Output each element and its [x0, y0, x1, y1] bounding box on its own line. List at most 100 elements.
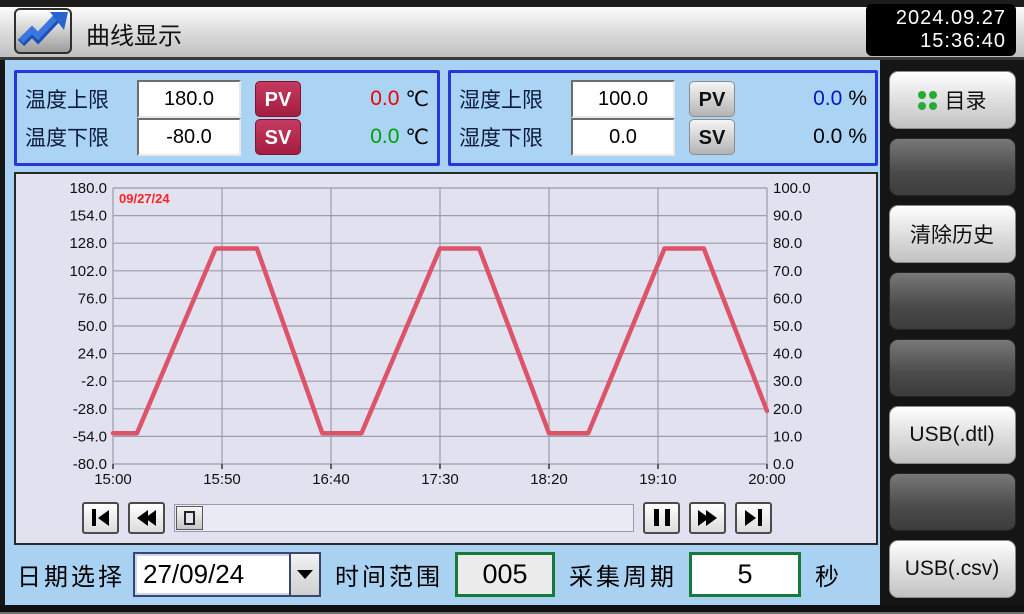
temp-upper-input[interactable]: 180.0: [137, 80, 241, 118]
title-bar: 曲线显示 2024.09.27 15:36:40: [0, 0, 1024, 60]
usb-csv-button[interactable]: USB(.csv): [888, 540, 1016, 598]
hum-sv-unit: %: [848, 125, 867, 148]
usb-csv-label: USB(.csv): [904, 557, 1000, 580]
hum-upper-input[interactable]: 100.0: [571, 80, 675, 118]
hum-sv-value: 0.0: [813, 125, 843, 148]
hum-pv-badge: PV: [689, 81, 735, 117]
timeline-slider-thumb[interactable]: [176, 505, 203, 530]
playback-controls: [82, 501, 772, 534]
blank-button-1[interactable]: [888, 138, 1016, 196]
temp-sv-unit: ℃: [405, 125, 429, 149]
hum-pv-value: 0.0: [813, 87, 843, 110]
date-select-label: 日期选择: [17, 563, 125, 591]
bottom-frame-edge: [0, 605, 1024, 614]
sample-period-label: 采集周期: [569, 563, 677, 591]
hum-upper-row: 湿度上限 100.0 PV 0.0 %: [459, 80, 867, 118]
hum-lower-row: 湿度下限 0.0 SV 0.0 %: [459, 118, 867, 156]
temp-lower-label: 温度下限: [25, 127, 109, 150]
svg-text:-80.0: -80.0: [73, 456, 107, 473]
svg-text:80.0: 80.0: [773, 235, 802, 252]
svg-text:70.0: 70.0: [773, 263, 802, 280]
skip-to-end-button[interactable]: [735, 501, 772, 534]
svg-text:30.0: 30.0: [773, 373, 802, 390]
menu-button[interactable]: 目录: [888, 71, 1016, 129]
svg-text:20.0: 20.0: [773, 401, 802, 418]
temperature-limit-panel: 温度上限 180.0 PV 0.0 ℃ 温度下限 -80.0 SV 0.0 ℃: [14, 70, 440, 166]
humidity-limit-panel: 湿度上限 100.0 PV 0.0 % 湿度下限 0.0 SV 0.0 %: [448, 70, 878, 166]
svg-text:100.0: 100.0: [773, 180, 811, 197]
trend-chart: 180.0 154.0 128.0 102.0 76.0 50.0 24.0 -2.0 -28.…: [69, 180, 811, 488]
sample-period-input[interactable]: 5: [689, 551, 801, 597]
date-text: 2024.09.27: [895, 7, 1006, 29]
date-select-combobox[interactable]: 27/09/24: [133, 551, 321, 597]
seconds-unit-label: 秒: [815, 563, 842, 591]
dropdown-arrow-button[interactable]: [289, 553, 319, 595]
svg-text:60.0: 60.0: [773, 290, 802, 307]
svg-text:90.0: 90.0: [773, 208, 802, 225]
hum-sv-badge: SV: [689, 119, 735, 155]
svg-text:19:10: 19:10: [639, 471, 677, 488]
clear-history-button[interactable]: 清除历史: [888, 205, 1016, 263]
temp-pv-unit: ℃: [405, 87, 429, 111]
svg-text:50.0: 50.0: [773, 318, 802, 335]
pause-button[interactable]: [643, 501, 680, 534]
svg-text:17:30: 17:30: [421, 471, 459, 488]
svg-text:40.0: 40.0: [773, 346, 802, 363]
svg-text:50.0: 50.0: [78, 318, 107, 335]
svg-text:0.0: 0.0: [773, 456, 794, 473]
svg-text:76.0: 76.0: [78, 290, 107, 307]
menu-button-label: 目录: [944, 90, 987, 113]
svg-text:-28.0: -28.0: [73, 401, 107, 418]
trend-arrow-icon: [14, 8, 72, 54]
svg-text:-2.0: -2.0: [81, 373, 107, 390]
blank-button-4[interactable]: [888, 473, 1016, 531]
svg-text:10.0: 10.0: [773, 428, 802, 445]
fast-forward-button[interactable]: [689, 501, 726, 534]
temp-upper-label: 温度上限: [25, 89, 109, 112]
grid-dots-icon: [917, 90, 937, 110]
svg-text:-54.0: -54.0: [73, 428, 107, 445]
svg-text:20:00: 20:00: [748, 471, 786, 488]
date-select-value: 27/09/24: [143, 558, 245, 589]
hum-pv-unit: %: [848, 87, 867, 110]
temp-pv-value: 0.0: [370, 87, 400, 110]
blank-button-2[interactable]: [888, 272, 1016, 330]
temp-lower-input[interactable]: -80.0: [137, 118, 241, 156]
temp-upper-row: 温度上限 180.0 PV 0.0 ℃: [25, 80, 429, 118]
temp-sv-value: 0.0: [370, 125, 400, 148]
time-range-label: 时间范围: [335, 563, 443, 591]
rewind-button[interactable]: [128, 501, 165, 534]
svg-text:154.0: 154.0: [69, 208, 107, 225]
chevron-down-icon: [297, 569, 313, 579]
usb-dtl-button[interactable]: USB(.dtl): [888, 406, 1016, 464]
svg-text:128.0: 128.0: [69, 235, 107, 252]
skip-to-start-button[interactable]: [82, 501, 119, 534]
blank-button-3[interactable]: [888, 339, 1016, 397]
svg-text:15:00: 15:00: [94, 471, 132, 488]
clear-history-label: 清除历史: [910, 224, 994, 247]
time-text: 15:36:40: [920, 30, 1006, 52]
page-title: 曲线显示: [86, 23, 182, 50]
temp-sv-badge: SV: [255, 119, 301, 155]
hum-lower-label: 湿度下限: [459, 127, 543, 150]
svg-text:15:50: 15:50: [203, 471, 241, 488]
svg-text:102.0: 102.0: [69, 263, 107, 280]
svg-text:180.0: 180.0: [69, 180, 107, 197]
sidebar: 目录 清除历史 USB(.dtl) USB(.csv): [880, 60, 1024, 605]
main-area: 温度上限 180.0 PV 0.0 ℃ 温度下限 -80.0 SV 0.0 ℃: [5, 60, 880, 605]
hum-lower-input[interactable]: 0.0: [571, 118, 675, 156]
svg-text:09/27/24: 09/27/24: [119, 191, 170, 206]
svg-text:16:40: 16:40: [312, 471, 350, 488]
time-range-input[interactable]: 005: [455, 551, 555, 597]
timeline-slider-track[interactable]: [174, 503, 634, 532]
svg-text:18:20: 18:20: [530, 471, 568, 488]
usb-dtl-label: USB(.dtl): [909, 423, 995, 446]
svg-text:24.0: 24.0: [78, 346, 107, 363]
trend-chart-panel: 180.0 154.0 128.0 102.0 76.0 50.0 24.0 -2.0 -28.…: [14, 172, 878, 545]
temp-pv-badge: PV: [255, 81, 301, 117]
datetime-display: 2024.09.27 15:36:40: [866, 4, 1016, 56]
hum-upper-label: 湿度上限: [459, 89, 543, 112]
temp-lower-row: 温度下限 -80.0 SV 0.0 ℃: [25, 118, 429, 156]
bottom-settings-bar: 日期选择 27/09/24 时间范围 005 采集周期 5 秒: [17, 549, 877, 599]
